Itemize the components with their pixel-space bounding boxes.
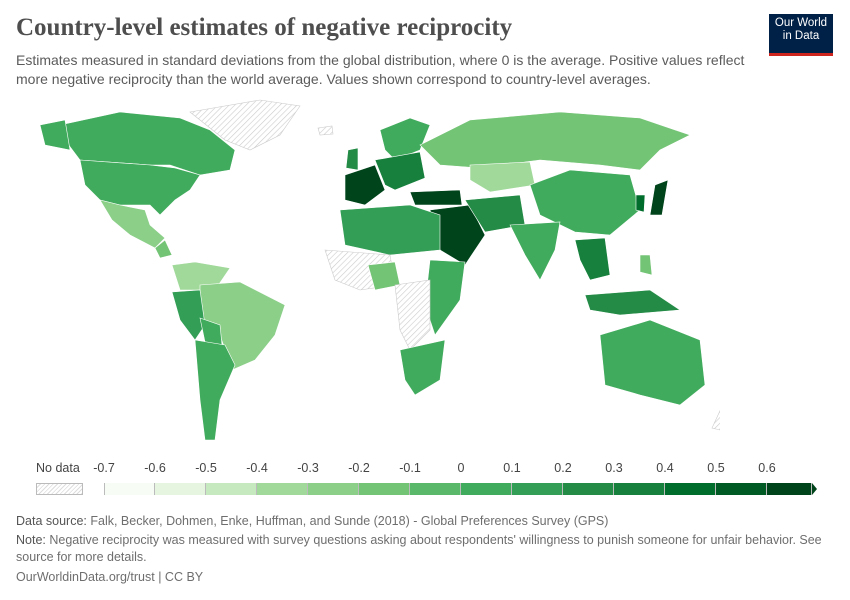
legend-bin[interactable]	[716, 483, 767, 495]
no-data-swatch	[36, 483, 83, 495]
indonesia	[584, 289, 681, 316]
korea	[635, 194, 646, 213]
philippines	[639, 254, 653, 276]
legend-bin[interactable]	[155, 483, 206, 495]
no-data-label: No data	[36, 461, 80, 475]
note-label: Note:	[16, 533, 46, 547]
legend-tick: -0.7	[93, 461, 115, 475]
japan	[649, 179, 669, 216]
footer-links: OurWorldinData.org/trust | CC BY	[16, 570, 204, 584]
license-link[interactable]: CC BY	[164, 570, 204, 584]
source-link[interactable]: OurWorldinData.org/trust	[16, 570, 155, 584]
china	[529, 169, 641, 236]
legend-tick: -0.5	[195, 461, 217, 475]
legend-tick: 0	[457, 461, 465, 475]
chile-argentina	[194, 339, 236, 441]
source-label: Data source:	[16, 514, 87, 528]
north-africa	[339, 204, 441, 256]
mexico	[99, 199, 166, 249]
legend-tick: -0.2	[348, 461, 370, 475]
legend-bin[interactable]	[665, 483, 716, 495]
legend-tick: -0.1	[399, 461, 421, 475]
usa	[79, 159, 201, 216]
legend-bin[interactable]	[104, 483, 155, 495]
legend-tick: -0.6	[144, 461, 166, 475]
legend-bin[interactable]	[257, 483, 308, 495]
turkey	[409, 189, 463, 206]
data-source: Data source: Falk, Becker, Dohmen, Enke,…	[16, 513, 608, 530]
note-text: Negative reciprocity was measured with s…	[16, 533, 822, 564]
world-map[interactable]	[0, 95, 720, 455]
france-spain	[344, 164, 386, 206]
alaska	[39, 119, 71, 151]
legend-tick: 0.6	[758, 461, 776, 475]
india	[509, 221, 561, 281]
color-legend: No data -0.7 -0.6 -0.5 -0.4 -0.3 -0.2 -0.1 0 0.1…	[0, 458, 850, 498]
scandinavia	[379, 117, 431, 161]
russia	[419, 111, 691, 171]
uk	[345, 147, 359, 171]
legend-bin[interactable]	[206, 483, 257, 495]
legend-tick: 0.3	[605, 461, 623, 475]
east-africa	[424, 259, 466, 336]
source-text: Falk, Becker, Dohmen, Enke, Huffman, and…	[90, 514, 609, 528]
legend-tick: 0.4	[656, 461, 674, 475]
legend-tick: 0.1	[503, 461, 521, 475]
colombia-venezuela	[171, 261, 231, 291]
legend-bin[interactable]	[308, 483, 359, 495]
note: Note: Negative reciprocity was measured …	[16, 532, 831, 566]
legend-bin[interactable]	[512, 483, 563, 495]
chart-title: Country-level estimates of negative reci…	[16, 14, 513, 41]
peru	[171, 289, 206, 341]
owid-logo[interactable]: Our World in Data	[769, 14, 833, 56]
legend-bin[interactable]	[461, 483, 512, 495]
new-zealand	[711, 410, 720, 431]
south-africa	[399, 339, 446, 396]
southeast-asia	[574, 237, 611, 281]
chart-subtitle: Estimates measured in standard deviation…	[16, 52, 745, 87]
legend-arrow	[812, 483, 817, 495]
central-america	[154, 239, 173, 259]
iceland	[317, 125, 334, 136]
legend-bin[interactable]	[359, 483, 410, 495]
legend-bin[interactable]	[563, 483, 614, 495]
legend-bin[interactable]	[410, 483, 461, 495]
kazakhstan	[469, 161, 536, 193]
legend-bin[interactable]	[614, 483, 665, 495]
central-africa	[394, 279, 431, 351]
legend-tick: 0.5	[707, 461, 725, 475]
greenland	[189, 99, 301, 151]
canada	[59, 111, 236, 176]
australia	[599, 319, 706, 406]
legend-tick: 0.2	[554, 461, 572, 475]
legend-tick: -0.4	[246, 461, 268, 475]
legend-tick: -0.3	[297, 461, 319, 475]
legend-bin[interactable]	[767, 483, 812, 495]
central-europe	[374, 151, 426, 191]
